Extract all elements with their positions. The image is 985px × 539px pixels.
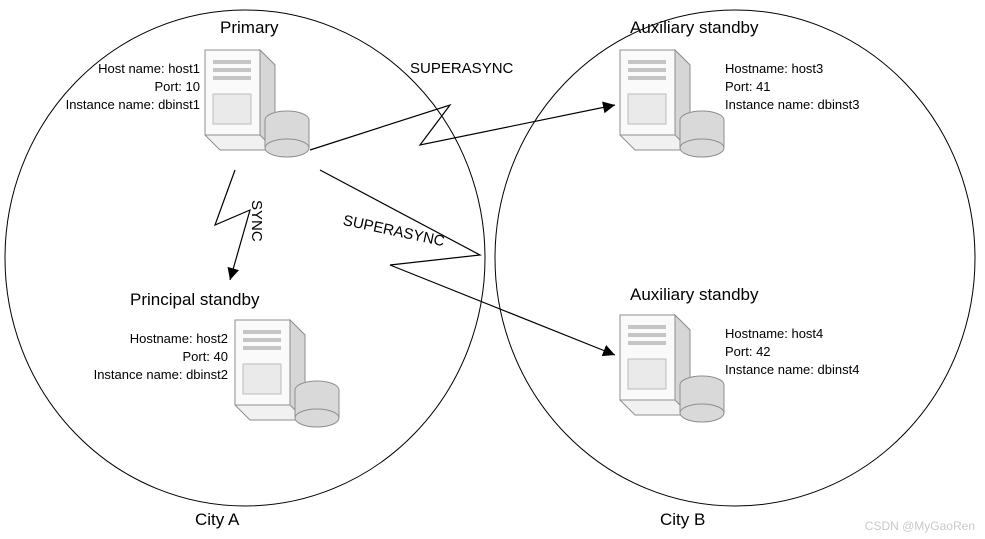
aux1-instance: Instance name: dbinst3: [725, 96, 885, 114]
primary-instance: Instance name: dbinst1: [50, 96, 200, 114]
principal-port: Port: 40: [78, 348, 228, 366]
principal-instance: Instance name: dbinst2: [78, 366, 228, 384]
aux1-info: Hostname: host3 Port: 41 Instance name: …: [725, 60, 885, 115]
principal-title: Principal standby: [130, 290, 259, 310]
aux1-title: Auxiliary standby: [630, 18, 759, 38]
primary-port: Port: 10: [50, 78, 200, 96]
edge-sync: [215, 170, 250, 280]
primary-server-icon: [205, 50, 309, 157]
aux2-instance: Instance name: dbinst4: [725, 361, 885, 379]
city-b-label: City B: [660, 510, 705, 530]
sync-label: SYNC: [248, 200, 265, 242]
principal-server-icon: [235, 320, 339, 427]
primary-title: Primary: [220, 18, 279, 38]
edge-superasync-2: [320, 170, 615, 355]
primary-info: Host name: host1 Port: 10 Instance name:…: [50, 60, 200, 115]
aux2-server-icon: [620, 315, 724, 422]
principal-info: Hostname: host2 Port: 40 Instance name: …: [78, 330, 228, 385]
city-a-label: City A: [195, 510, 239, 530]
aux1-port: Port: 41: [725, 78, 885, 96]
aux2-info: Hostname: host4 Port: 42 Instance name: …: [725, 325, 885, 380]
aux1-server-icon: [620, 50, 724, 157]
superasync1-label: SUPERASYNC: [410, 60, 513, 77]
aux2-port: Port: 42: [725, 343, 885, 361]
principal-hostname: Hostname: host2: [78, 330, 228, 348]
primary-hostname: Host name: host1: [50, 60, 200, 78]
edge-superasync-1: [310, 105, 615, 150]
aux2-hostname: Hostname: host4: [725, 325, 885, 343]
aux1-hostname: Hostname: host3: [725, 60, 885, 78]
aux2-title: Auxiliary standby: [630, 285, 759, 305]
watermark: CSDN @MyGaoRen: [865, 519, 975, 533]
